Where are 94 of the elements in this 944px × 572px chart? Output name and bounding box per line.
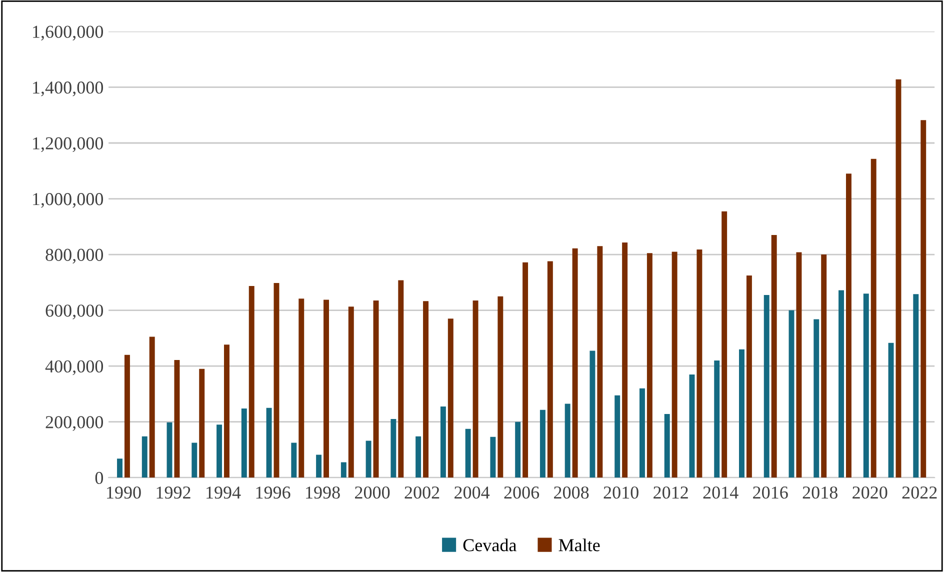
x-tick-label: 1998 [306,486,340,499]
legend-label: Cevada [463,538,516,552]
x-tick-label: 2022 [902,486,937,499]
bar [870,158,876,478]
bar [913,294,919,478]
x-tick-label: 2002 [404,486,440,499]
bar [564,404,570,478]
y-tick-label: 1,400,000 [33,81,104,96]
bar [696,250,702,478]
bar [764,294,770,478]
bar [390,419,396,478]
x-tick-label: 2004 [454,486,490,499]
y-tick-label: 1,000,000 [33,193,104,208]
bar [149,336,155,478]
bar [416,436,422,478]
bar [540,410,546,478]
bar [266,408,272,478]
bar [216,424,222,478]
y-tick-label: 400,000 [45,360,104,376]
bar [348,306,354,478]
bar [796,252,802,478]
bar [597,246,603,478]
bar [689,374,695,478]
bar [373,300,379,478]
x-tick-label: 2012 [654,486,688,499]
bar [366,440,372,478]
bar [888,342,894,478]
x-tick-label: 2008 [554,486,589,499]
bar [714,360,720,478]
bar [142,436,148,478]
bar [672,252,678,478]
bar [522,262,528,478]
bar [821,254,827,478]
y-tick-label: 200,000 [46,416,104,431]
bar [472,300,478,478]
bar [490,436,496,478]
bar [739,349,744,478]
bar [572,248,578,478]
x-tick-label: 1992 [156,486,190,499]
bar [166,422,172,478]
bar [863,294,869,478]
x-tick-label: 1996 [256,486,290,499]
bar [547,261,553,478]
bar [639,388,645,478]
bar [465,428,471,478]
bar [241,408,247,478]
bar [722,211,728,478]
y-tick-label: 1,600,000 [33,26,104,40]
bar [590,350,596,478]
bar [224,344,230,478]
bar [174,360,180,478]
bar [896,79,902,478]
x-tick-label: 1994 [206,486,241,499]
bar [398,280,404,478]
bar [515,422,521,478]
y-tick-label: 600,000 [46,304,104,320]
bar [448,318,454,478]
bar [846,174,852,478]
bar [440,406,446,478]
bar [814,319,820,478]
y-tick-label: 800,000 [46,248,104,264]
bar [646,253,652,478]
bar [248,286,254,478]
bar [117,458,122,478]
bar [124,354,130,478]
x-tick-label: 2006 [504,486,540,499]
bar [316,454,322,478]
bar [771,235,777,478]
bar [498,296,504,478]
y-tick-label: 1,200,000 [33,137,104,152]
bar [199,368,205,478]
legend-label: Malte [558,538,600,552]
bar [788,310,794,478]
x-tick-label: 2014 [703,486,738,499]
bar [664,414,670,478]
bar [324,300,329,478]
bar [423,301,429,478]
x-tick-label: 1990 [107,486,141,499]
bar [298,298,304,478]
x-tick-label: 2020 [852,486,888,499]
bar [192,442,198,478]
x-tick-label: 2016 [753,486,788,499]
x-tick-label: 2000 [355,486,390,499]
bar [622,242,628,478]
bar [291,442,297,478]
bar [340,462,346,478]
bar [746,275,752,478]
bar [614,395,620,478]
bar [274,282,280,478]
bar [838,290,844,478]
bar [920,120,926,478]
x-tick-label: 2018 [802,486,838,499]
x-tick-label: 2010 [604,486,638,499]
y-tick-label: 0 [95,472,104,484]
